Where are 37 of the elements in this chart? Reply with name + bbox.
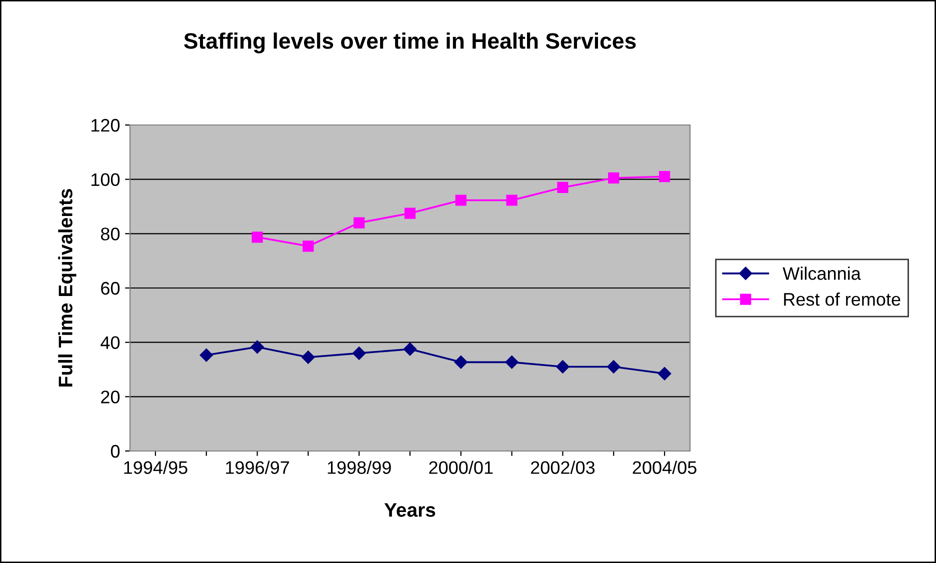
point: [658, 171, 670, 182]
point: [352, 346, 366, 360]
y-tick-label: 0: [110, 444, 120, 458]
point: [200, 348, 213, 362]
point: [455, 194, 466, 206]
point: [505, 356, 518, 369]
y-tick-label: 120: [92, 118, 120, 132]
point: [404, 208, 416, 219]
y-tick-label: 20: [101, 390, 120, 404]
point: [252, 232, 263, 243]
point: [302, 240, 314, 252]
point: [250, 340, 264, 354]
point: [658, 366, 672, 380]
chart-title: Staffing levels over time in Health Services: [184, 32, 636, 54]
x-tick-label: 1996/97: [226, 460, 290, 474]
x-axis-title: Years: [384, 503, 436, 517]
y-axis-title: Full Time Equivalents: [58, 189, 76, 386]
point: [557, 182, 568, 194]
point: [454, 356, 468, 369]
y-tick-label: 80: [100, 228, 120, 240]
point: [608, 172, 620, 184]
y-tick-label: 40: [100, 336, 120, 350]
legend-label: Rest of remote: [784, 292, 900, 306]
point: [403, 342, 417, 356]
x-tick-label: 2004/05: [632, 460, 696, 474]
point: [302, 350, 315, 364]
legend-label: Wilcannia: [782, 266, 861, 280]
point: [354, 217, 365, 228]
point: [607, 360, 620, 374]
y-tick-label: 100: [92, 173, 120, 186]
y-tick-label: 60: [101, 282, 120, 295]
x-tick-label: 1994/95: [124, 460, 188, 474]
point: [556, 360, 570, 374]
point: [506, 194, 518, 206]
x-tick-label: 2000/01: [429, 460, 493, 474]
x-tick-label: 1998/99: [328, 460, 391, 474]
x-tick-label: 2002/03: [531, 460, 595, 474]
